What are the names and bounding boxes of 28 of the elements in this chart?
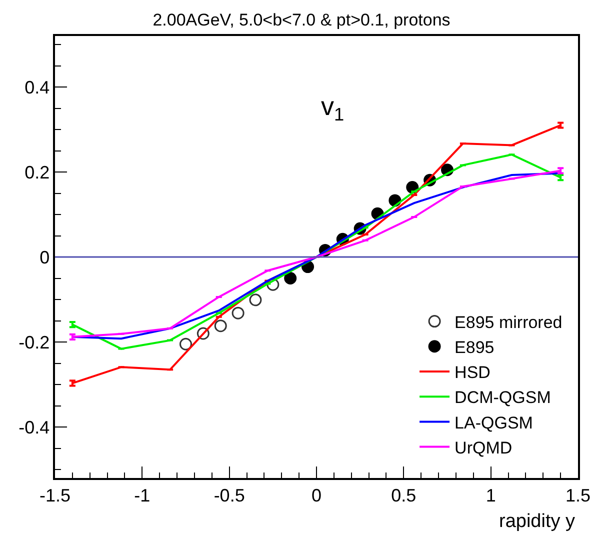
- point: [196, 327, 210, 340]
- legend-label: HSD: [454, 363, 490, 382]
- y-tick-label: -0.2: [18, 332, 50, 352]
- y-tick-label: -0.4: [18, 417, 50, 438]
- annotation: v$_{1}$: [321, 91, 344, 124]
- point: [232, 306, 244, 320]
- y-tick-label: 0.2: [24, 162, 50, 182]
- legend-label: UrQMD: [454, 438, 512, 458]
- point: [180, 338, 192, 350]
- x-tick-label: 0: [311, 485, 322, 506]
- point: [284, 272, 297, 284]
- x-axis-title: rapidity y: [499, 511, 576, 532]
- y-tick-label: 0: [40, 247, 50, 268]
- point: [214, 320, 227, 332]
- x-tick-label: -1: [134, 485, 150, 506]
- x-tick-label: 1: [486, 485, 496, 506]
- legend-label: LA-QGSM: [454, 413, 533, 432]
- y-tick-label: 0.4: [24, 77, 50, 98]
- x-tick-label: 1.5: [565, 485, 591, 506]
- legend-label: DCM-QGSM: [454, 388, 551, 408]
- x-tick-label: -0.5: [214, 485, 245, 506]
- legend-label: E895: [454, 338, 494, 358]
- x-tick-label: -1.5: [39, 485, 71, 506]
- point: [266, 278, 280, 291]
- chart-title: 2.00AGeV, 5.0<b<7.0 & pt>0.1, protons: [152, 10, 450, 30]
- legend-label: E895 mirrored: [454, 312, 562, 332]
- point: [249, 294, 262, 306]
- x-tick-label: 0.5: [391, 485, 416, 506]
